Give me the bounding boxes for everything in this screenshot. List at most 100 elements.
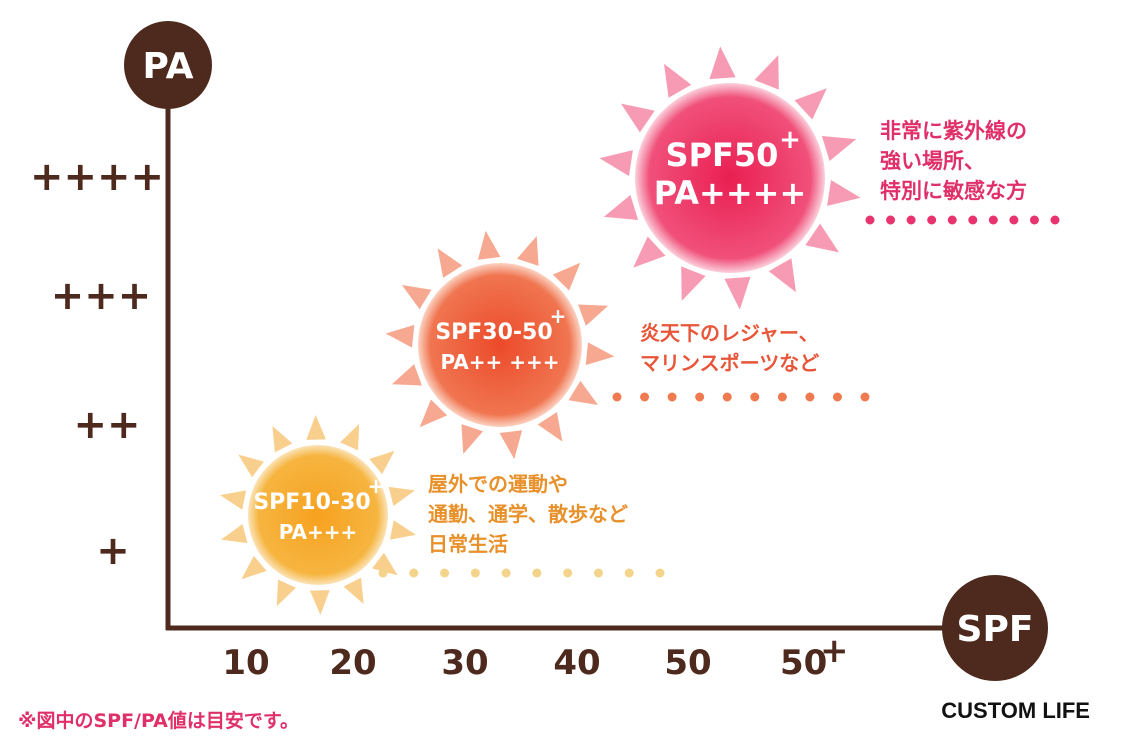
sun-spf: SPF50 (666, 136, 779, 174)
sun-ray (241, 555, 267, 580)
logo: CUSTOM LIFE (941, 698, 1090, 723)
description: 特別に敏感な方 (880, 179, 1027, 203)
sun-ray (306, 415, 326, 440)
sun-ray (794, 88, 827, 120)
description: 強い場所、 (880, 149, 985, 173)
dot (470, 568, 480, 578)
dot (440, 568, 450, 578)
y-tick-label: +++ (51, 273, 152, 319)
dot (832, 392, 842, 402)
sun-ray (537, 412, 563, 442)
dot (860, 392, 870, 402)
sun-ray (681, 266, 706, 301)
sun-ray (603, 195, 639, 220)
dot (378, 568, 388, 578)
sun-ray (552, 262, 581, 291)
sun-ray (821, 136, 857, 161)
x-tick-label: 20 (329, 643, 376, 683)
x-axis-label: SPF (957, 609, 1034, 650)
sun-spf: SPF30-50 (435, 320, 552, 345)
sun-ray (461, 424, 483, 454)
dot (640, 392, 650, 402)
dot (612, 392, 622, 402)
sun-ray (585, 342, 615, 366)
sun-ray (724, 276, 751, 310)
sun-ray (372, 552, 398, 576)
x-tick-label: 10 (222, 643, 269, 683)
dot (563, 568, 573, 578)
sun-ray (310, 590, 330, 615)
dot (695, 392, 705, 402)
description: マリンスポーツなど (640, 351, 819, 375)
sun-pa: PA++++ (654, 174, 807, 212)
dot (988, 215, 998, 225)
dot (1050, 215, 1060, 225)
sun-pa: PA+++ (279, 520, 358, 544)
dot (722, 392, 732, 402)
description: 日常生活 (428, 532, 508, 556)
sun-ray (221, 524, 248, 544)
y-tick-label: ++ (73, 402, 140, 448)
sun-ray (599, 150, 633, 176)
description: 非常に紫外線の (880, 119, 1027, 143)
sun-ray (578, 304, 609, 326)
dot (886, 215, 896, 225)
x-axis-badge (942, 575, 1048, 681)
description: 通勤、通学、散歩など (428, 502, 628, 526)
dot (1009, 215, 1019, 225)
sun-ray (754, 55, 779, 90)
dot (777, 392, 787, 402)
y-axis-badge (124, 21, 212, 109)
sun-ray (477, 230, 501, 260)
sun-spf-sup: + (550, 304, 567, 328)
x-tick-label: 50 (780, 643, 827, 683)
dot (655, 568, 665, 578)
sun-ray (499, 430, 523, 460)
dot (805, 392, 815, 402)
sun-ray (633, 236, 666, 268)
sun-ray (276, 579, 296, 607)
sun-ray (343, 577, 364, 604)
dot (532, 568, 542, 578)
sun-ray (385, 324, 415, 348)
x-tick-sup: + (820, 631, 849, 671)
y-tick-label: + (96, 528, 130, 574)
sun-ray (388, 486, 415, 506)
dot (968, 215, 978, 225)
sun-ray (437, 248, 463, 278)
description: 屋外での運動や (428, 472, 568, 496)
sun-ray (419, 399, 448, 428)
footnote: ※図中のSPF/PA値は目安です。 (18, 709, 299, 732)
sun-ray (768, 258, 796, 293)
sun-ray (621, 103, 655, 133)
sun-ray (827, 180, 861, 206)
y-axis-label: PA (143, 46, 194, 87)
sun-ray (401, 285, 432, 310)
sun-spf-sup: + (779, 125, 801, 155)
sun-ray (340, 423, 360, 451)
description: 炎天下のレジャー、 (640, 321, 819, 345)
sun (418, 263, 582, 427)
dot (906, 215, 916, 225)
sun-ray (568, 380, 599, 405)
x-tick-label: 40 (553, 643, 600, 683)
sun-ray (220, 490, 247, 510)
y-tick-label: ++++ (30, 154, 164, 200)
sun-ray (272, 426, 293, 453)
x-tick-label: 30 (441, 643, 488, 683)
dot (750, 392, 760, 402)
sun-ray (369, 450, 395, 475)
sun-ray (517, 236, 539, 266)
sun-ray (709, 46, 736, 80)
sun-ray (805, 223, 839, 253)
dot (865, 215, 875, 225)
dot (501, 568, 511, 578)
dot (624, 568, 634, 578)
sun-ray (238, 454, 264, 478)
dot (947, 215, 957, 225)
sun-ray (389, 520, 416, 540)
sun (248, 445, 388, 585)
dot (667, 392, 677, 402)
dot (927, 215, 937, 225)
